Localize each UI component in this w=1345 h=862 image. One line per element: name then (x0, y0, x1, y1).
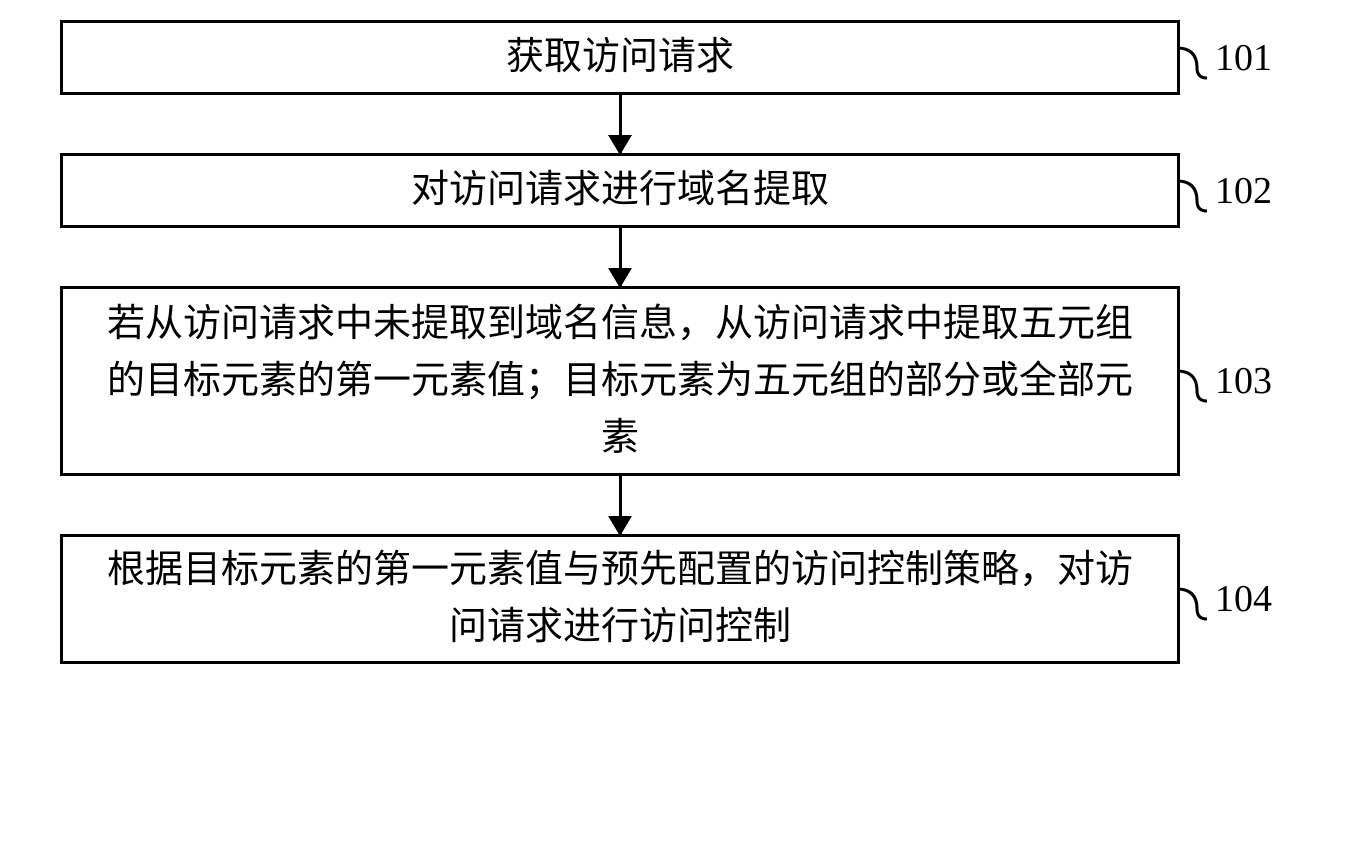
flowchart-step-3: 若从访问请求中未提取到域名信息，从访问请求中提取五元组的目标元素的第一元素值；目… (60, 286, 1180, 476)
step-label: 103 (1215, 359, 1272, 403)
flowchart-step-2: 对访问请求进行域名提取 102 (60, 153, 1180, 228)
step-label: 102 (1215, 169, 1272, 213)
arrow-3 (60, 476, 1180, 534)
label-connector-curve (1177, 351, 1217, 411)
arrow-line (619, 95, 622, 153)
arrow-1 (60, 95, 1180, 153)
step-text: 根据目标元素的第一元素值与预先配置的访问控制策略，对访问请求进行访问控制 (93, 542, 1147, 656)
label-connector-curve (1177, 569, 1217, 629)
arrow-line (619, 228, 622, 286)
flowchart-container: 获取访问请求 101 对访问请求进行域名提取 102 若从访问请求中未提取到域名… (60, 20, 1285, 664)
arrow-2 (60, 228, 1180, 286)
label-connector-curve (1177, 28, 1217, 88)
arrow-line (619, 476, 622, 534)
step-label: 101 (1215, 36, 1272, 80)
step-text: 对访问请求进行域名提取 (411, 162, 829, 219)
step-text: 获取访问请求 (506, 29, 734, 86)
label-connector-curve (1177, 161, 1217, 221)
step-label: 104 (1215, 577, 1272, 621)
flowchart-step-1: 获取访问请求 101 (60, 20, 1180, 95)
step-text: 若从访问请求中未提取到域名信息，从访问请求中提取五元组的目标元素的第一元素值；目… (93, 296, 1147, 467)
flowchart-step-4: 根据目标元素的第一元素值与预先配置的访问控制策略，对访问请求进行访问控制 104 (60, 534, 1180, 664)
